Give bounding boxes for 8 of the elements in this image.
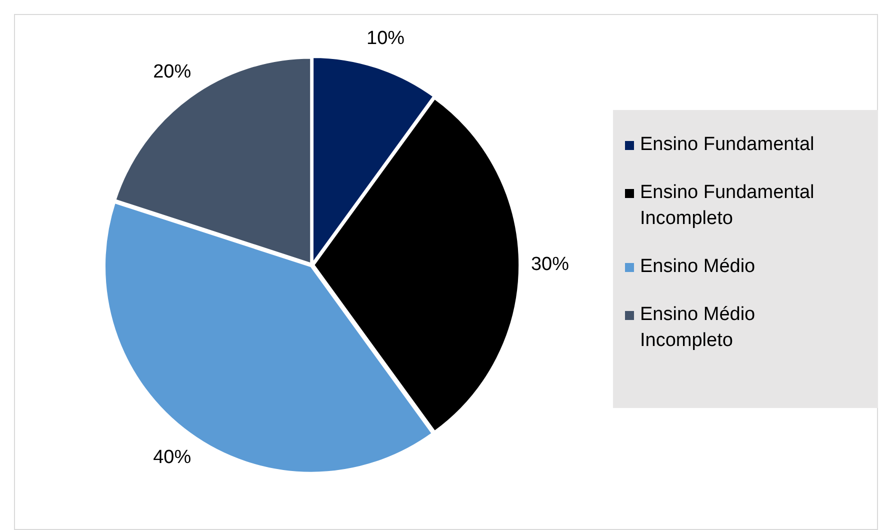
legend-label: Ensino Médio [640, 255, 756, 279]
legend-label: Ensino Médio Incompleto [640, 303, 756, 353]
data-label: 30% [530, 254, 570, 276]
data-label: 40% [153, 446, 192, 468]
data-label: 10% [366, 28, 405, 49]
legend-label: Ensino Fundamental [640, 133, 814, 157]
legend-label: Ensino Fundamental Incompleto [640, 181, 816, 231]
data-label: 20% [153, 62, 192, 83]
